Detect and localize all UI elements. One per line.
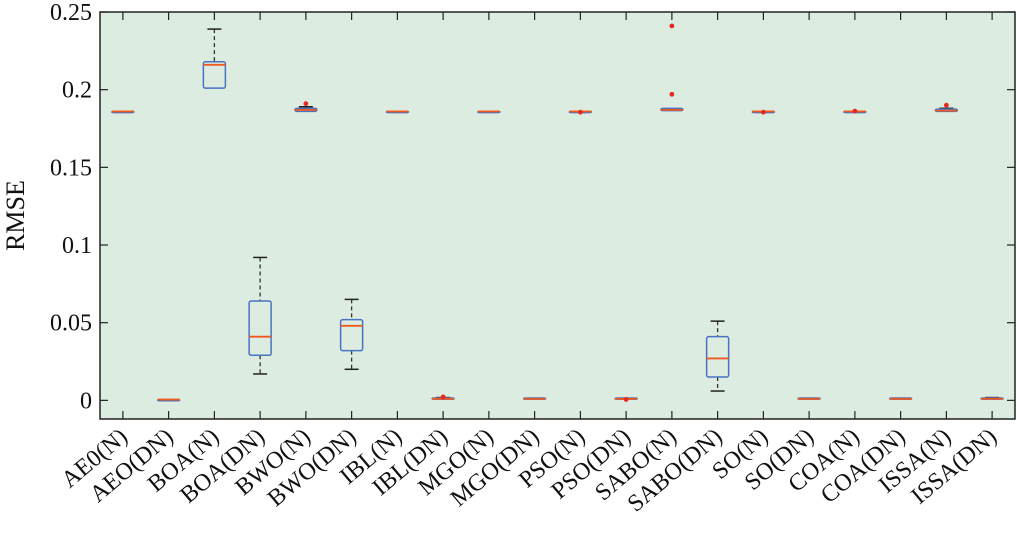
- box-issa-n: [934, 102, 959, 113]
- outlier-point: [440, 394, 446, 400]
- box-pso-n: [568, 109, 593, 115]
- box-coa-dn: [888, 397, 913, 400]
- plot-background: [100, 12, 1015, 419]
- y-tick-labels: 0 0.05 0.1 0.15 0.2 0.25: [50, 0, 92, 414]
- box-bwo-dn: [339, 298, 364, 371]
- box-boa-dn: [248, 256, 272, 375]
- y-tick-label: 0.2: [62, 78, 92, 104]
- y-tick-label: 0.25: [50, 0, 92, 26]
- iqr-box: [202, 60, 227, 89]
- box-mgo-n: [477, 110, 501, 114]
- box-mgo-dn: [522, 397, 547, 400]
- outlier-point: [303, 101, 309, 107]
- outlier-point: [623, 397, 629, 402]
- y-axis-title: RMSE: [1, 180, 30, 251]
- box-aeo-dn: [156, 398, 181, 402]
- box-so-n: [751, 109, 776, 115]
- box-ibl-n: [385, 110, 410, 114]
- plot-frame: [99, 11, 1016, 420]
- box-ae0-n: [111, 110, 135, 114]
- outlier-point: [852, 108, 858, 114]
- box-so-dn: [797, 397, 821, 400]
- outlier-point: [760, 109, 766, 115]
- y-tick-label: 0: [80, 388, 92, 414]
- box-pso-dn: [614, 397, 638, 402]
- outlier-point: [577, 109, 583, 115]
- outlier-point: [943, 102, 949, 108]
- outlier-point: [669, 91, 675, 97]
- box-sabo-n: [660, 23, 684, 112]
- outlier-point: [669, 23, 675, 29]
- y-tick-label: 0.15: [50, 155, 92, 181]
- iqr-box: [339, 318, 364, 352]
- box-issa-dn: [980, 396, 1004, 400]
- box-boa-n: [202, 28, 227, 89]
- box-sabo-dn: [705, 320, 730, 392]
- iqr-box: [705, 335, 730, 378]
- y-tick-label: 0.1: [62, 233, 92, 259]
- box-series: [111, 23, 1004, 402]
- box-bwo-n: [294, 101, 318, 113]
- y-tick-label: 0.05: [50, 311, 92, 337]
- x-tick-labels: AE0(N)AEO(DN)BOA(N)BOA(DN)BWO(N)BWO(DN)I…: [57, 424, 1002, 518]
- box-ibl-dn: [431, 394, 455, 400]
- iqr-box: [248, 300, 272, 357]
- box-coa-n: [843, 108, 867, 114]
